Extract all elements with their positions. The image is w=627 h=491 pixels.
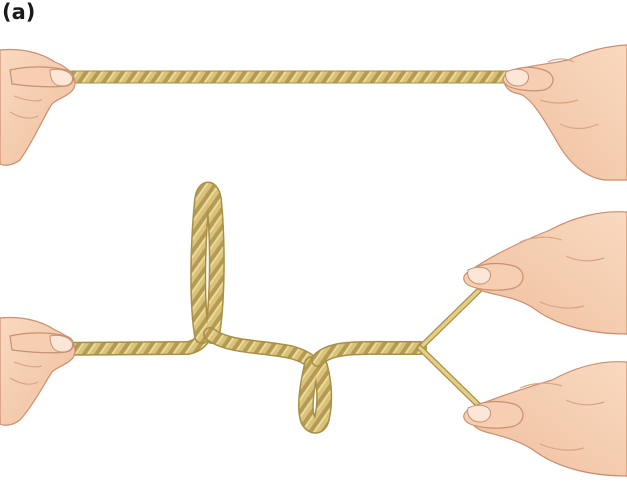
right-hand-lower (463, 361, 627, 477)
panel-label: (a) (2, 0, 36, 24)
left-hand-bottom (0, 316, 76, 426)
twisted-rope (33, 181, 427, 434)
bottom-scene (0, 181, 627, 477)
taut-rope (39, 70, 561, 84)
left-hand-top (0, 48, 76, 166)
top-scene (0, 44, 627, 181)
right-hand-upper (463, 211, 627, 335)
right-hand-top (502, 44, 627, 181)
